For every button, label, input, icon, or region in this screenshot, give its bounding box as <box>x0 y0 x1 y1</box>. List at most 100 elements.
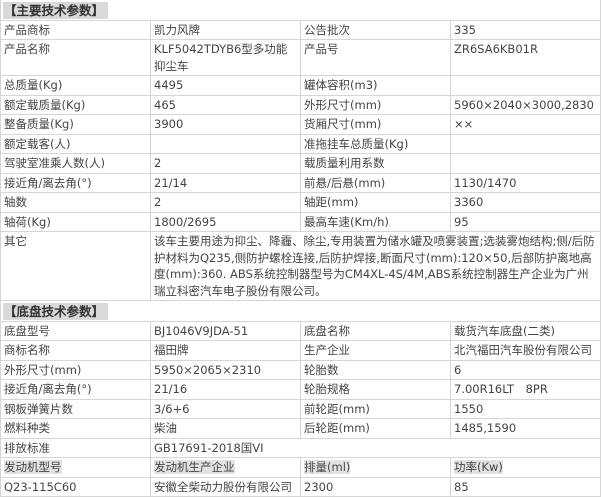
param-label: 轴数 <box>0 192 151 213</box>
param-value: 1550 <box>449 398 601 419</box>
param-value: 北汽福田汽车股份有限公司 <box>449 340 601 361</box>
table-row: 底盘型号 BJ1046V9JDA-51 底盘名称 载货汽车底盘(二类) <box>0 320 601 341</box>
param-value: 1800/2695 <box>150 211 301 232</box>
table-row: 排放标准 GB17691-2018国VI <box>0 437 601 458</box>
table-row: 额定载质量(Kg) 465 外形尺寸(mm) 5960×2040×3000,2830 <box>0 94 601 115</box>
param-value: 凯力风牌 <box>150 19 301 40</box>
table-row: 产品商标 凯力风牌 公告批次 335 <box>0 19 601 40</box>
table-row: 商标名称 福田牌 生产企业 北汽福田汽车股份有限公司 <box>0 340 601 361</box>
param-label: 驾驶室准乘人数(人) <box>0 153 151 174</box>
param-value: 4495 <box>150 75 301 96</box>
param-value: 柴油 <box>150 418 301 439</box>
param-value: 福田牌 <box>150 340 301 361</box>
main-section-header: 【主要技术参数】 <box>0 0 601 20</box>
engine-value: Q23-115C60 <box>0 476 151 497</box>
param-value: KLF5042TDYB6型多功能抑尘车 <box>150 39 301 76</box>
engine-row: Q23-115C60 安徽全柴动力股份有限公司 2300 85 <box>0 476 601 497</box>
param-value: 335 <box>449 19 601 40</box>
table-row: 燃料种类 柴油 后轮距(mm) 1485,1590 <box>0 418 601 439</box>
param-value: 7.00R16LT 8PR <box>449 379 601 400</box>
chassis-section-header: 【底盘技术参数】 <box>0 300 601 321</box>
param-label: 轴荷(Kg) <box>0 211 151 232</box>
param-label: 罐体容积(m3) <box>300 75 451 96</box>
table-row: 产品名称 KLF5042TDYB6型多功能抑尘车 产品号 ZR6SA6KB01R <box>0 39 601 76</box>
param-label: 燃料种类 <box>0 418 151 439</box>
param-value: 5960×2040×3000,2830 <box>449 94 601 115</box>
param-value: 载货汽车底盘(二类) <box>449 320 601 341</box>
table-row: 轴荷(Kg) 1800/2695 最高车速(Km/h) 95 <box>0 211 601 232</box>
param-value: 95 <box>449 211 601 232</box>
param-value: 1130/1470 <box>449 172 601 193</box>
engine-value: 2300 <box>300 476 451 497</box>
param-label: 最高车速(Km/h) <box>300 211 451 232</box>
engine-column-header-text: 功率(Kw) <box>454 460 503 474</box>
param-value: BJ1046V9JDA-51 <box>150 320 301 341</box>
engine-column-header: 发动机生产企业 <box>150 457 301 478</box>
engine-column-header: 发动机型号 <box>0 457 151 478</box>
engine-column-header: 排量(ml) <box>300 457 451 478</box>
param-label: 总质量(Kg) <box>0 75 151 96</box>
param-label: 货厢尺寸(mm) <box>300 114 451 135</box>
engine-value: 85 <box>449 476 601 497</box>
param-label: 产品名称 <box>0 39 151 76</box>
param-label: 底盘名称 <box>300 320 451 341</box>
table-row: 整备质量(Kg) 3900 货厢尺寸(mm) ×× <box>0 114 601 135</box>
param-label: 外形尺寸(mm) <box>0 359 151 380</box>
param-value: 465 <box>150 94 301 115</box>
param-label: 轮胎规格 <box>300 379 451 400</box>
table-row: 其它 该车主要用途为抑尘、降霾、除尘,专用装置为储水罐及喷雾装置;选装雾炮结构;侧… <box>0 231 601 301</box>
param-value: GB17691-2018国VI <box>149 437 601 458</box>
table-row: 钢板弹簧片数 3/6+6 前轮距(mm) 1550 <box>0 398 601 419</box>
param-value <box>449 133 601 154</box>
table-row: 接近角/离去角(°) 21/14 前悬/后悬(mm) 1130/1470 <box>0 172 601 193</box>
param-label: 整备质量(Kg) <box>0 114 151 135</box>
param-label: 商标名称 <box>0 340 151 361</box>
param-label: 钢板弹簧片数 <box>0 398 151 419</box>
param-value <box>150 133 301 154</box>
param-label: 产品号 <box>300 39 451 76</box>
engine-header-row: 发动机型号 发动机生产企业 排量(ml) 功率(Kw) <box>0 457 601 478</box>
param-label: 前悬/后悬(mm) <box>300 172 451 193</box>
param-label: 后轮距(mm) <box>300 418 451 439</box>
param-label: 生产企业 <box>300 340 451 361</box>
param-label: 额定载质量(Kg) <box>0 94 151 115</box>
param-label: 额定载客(人) <box>0 133 151 154</box>
param-value <box>449 153 601 174</box>
param-label: 接近角/离去角(°) <box>0 379 151 400</box>
engine-column-header-text: 排量(ml) <box>304 460 351 474</box>
param-value: ZR6SA6KB01R <box>449 39 601 76</box>
param-label: 其它 <box>0 231 151 301</box>
param-label: 外形尺寸(mm) <box>300 94 451 115</box>
param-label: 产品商标 <box>0 19 151 40</box>
table-row: 总质量(Kg) 4495 罐体容积(m3) <box>0 75 601 96</box>
engine-column-header-text: 发动机生产企业 <box>154 460 235 474</box>
param-value: 该车主要用途为抑尘、降霾、除尘,专用装置为储水罐及喷雾装置;选装雾炮结构;侧/后… <box>149 231 601 301</box>
table-row: 外形尺寸(mm) 5950×2065×2310 轮胎数 6 <box>0 359 601 380</box>
param-value: 2 <box>150 192 301 213</box>
param-value: 6 <box>449 359 601 380</box>
param-value <box>449 75 601 96</box>
param-value: 21/14 <box>150 172 301 193</box>
param-label: 公告批次 <box>300 19 451 40</box>
param-label: 轮胎数 <box>300 359 451 380</box>
table-row: 轴数 2 轴距(mm) 3360 <box>0 192 601 213</box>
param-label: 排放标准 <box>0 437 151 458</box>
main-section-header-title: 【主要技术参数】 <box>3 2 109 19</box>
param-label: 底盘型号 <box>0 320 151 341</box>
engine-column-header-text: 发动机型号 <box>4 460 62 474</box>
table-row: 驾驶室准乘人数(人) 2 载质量利用系数 <box>0 153 601 174</box>
table-row: 接近角/离去角(°) 21/16 轮胎规格 7.00R16LT 8PR <box>0 379 601 400</box>
param-value: 1485,1590 <box>449 418 601 439</box>
param-value: 3900 <box>150 114 301 135</box>
param-label: 前轮距(mm) <box>300 398 451 419</box>
param-label: 准拖挂车总质量(Kg) <box>300 133 451 154</box>
param-value: 5950×2065×2310 <box>150 359 301 380</box>
table-row: 额定载客(人) 准拖挂车总质量(Kg) <box>0 133 601 154</box>
engine-column-header: 功率(Kw) <box>449 457 601 478</box>
param-label: 载质量利用系数 <box>300 153 451 174</box>
param-value: 3/6+6 <box>150 398 301 419</box>
param-label: 轴距(mm) <box>300 192 451 213</box>
param-value: 21/16 <box>150 379 301 400</box>
chassis-section-header-title: 【底盘技术参数】 <box>3 303 109 320</box>
